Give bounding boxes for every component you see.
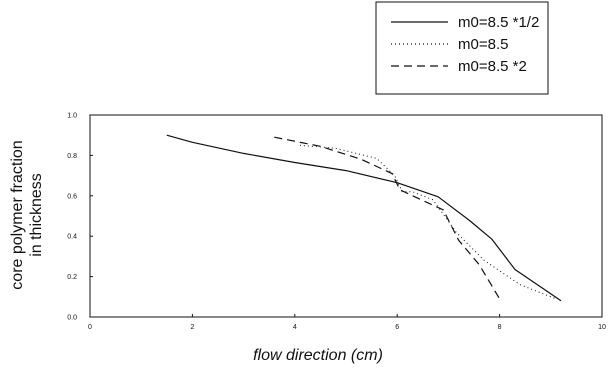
x-tick-label: 0 bbox=[88, 324, 92, 331]
x-tick-label: 4 bbox=[293, 324, 297, 331]
y-axis-title: core polymer fraction in thickness bbox=[9, 140, 45, 289]
plot-frame bbox=[89, 114, 603, 318]
x-tick-label: 8 bbox=[498, 324, 502, 331]
x-tick-label: 2 bbox=[190, 324, 194, 331]
x-tick-label: 6 bbox=[395, 324, 399, 331]
legend-label: m0=8.5 *2 bbox=[458, 58, 527, 75]
y-tick-label: 0.6 bbox=[67, 193, 77, 200]
y-tick-label: 0.0 bbox=[67, 315, 77, 322]
y-tick-label: 1.0 bbox=[67, 113, 77, 120]
legend-box bbox=[375, 1, 549, 95]
legend: m0=8.5 *1/2 m0=8.5 m0=8.5 *2 bbox=[375, 1, 549, 95]
x-axis-ticks: 0 2 4 6 8 10 bbox=[88, 314, 606, 331]
y-axis-title-line-1: core polymer fraction bbox=[9, 140, 26, 289]
y-axis-ticks: 0.0 0.2 0.4 0.6 0.8 1.0 bbox=[67, 113, 93, 322]
series-lines bbox=[166, 134, 562, 302]
x-axis-title: flow direction (cm) bbox=[253, 347, 383, 364]
series-line-m0-8-5 bbox=[299, 144, 557, 300]
y-tick-label: 0.2 bbox=[67, 274, 77, 281]
x-tick-label: 10 bbox=[598, 324, 606, 331]
y-tick-label: 0.8 bbox=[67, 153, 77, 160]
y-tick-label: 0.4 bbox=[67, 234, 77, 241]
legend-label: m0=8.5 *1/2 bbox=[458, 14, 539, 31]
series-line-m0-8-5-2 bbox=[274, 136, 501, 300]
legend-label: m0=8.5 bbox=[458, 36, 508, 53]
y-axis-title-line-2: in thickness bbox=[28, 173, 45, 257]
series-line-m0-8-5-1-2 bbox=[166, 134, 562, 302]
